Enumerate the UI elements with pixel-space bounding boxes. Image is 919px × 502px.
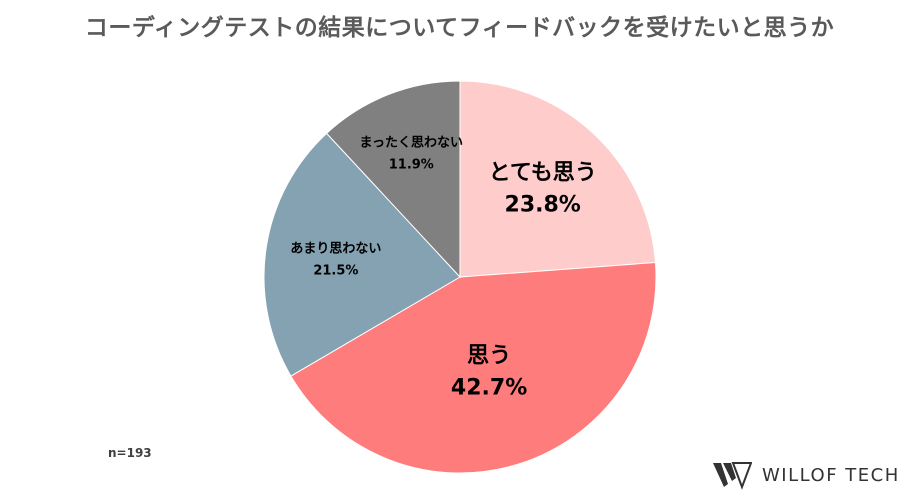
willof-logo-icon: [713, 462, 752, 490]
pie-slice: [263, 132, 461, 377]
slice-value-label: 11.9%: [389, 158, 434, 173]
slice-category-label: あまり思わない: [290, 241, 381, 256]
chart-title: コーディングテストの結果についてフィードバックを受けたいと思うか: [84, 15, 835, 41]
pie-slice: [325, 80, 461, 279]
logo-text: WILLOF TECH: [762, 464, 900, 486]
slice-value-label: 21.5%: [313, 263, 358, 278]
slice-category-label: 思う: [467, 343, 511, 368]
slice-value-label: 42.7%: [451, 375, 527, 400]
willof-tech-logo: WILLOF TECH: [712, 460, 900, 490]
pie-slice: [290, 261, 657, 474]
slice-value-label: 23.8%: [505, 193, 581, 218]
slice-category-label: とても思う: [489, 161, 597, 186]
sample-size-note: n=193: [108, 446, 152, 460]
pie-slice: [459, 80, 657, 278]
slice-category-label: まったく思わない: [360, 136, 463, 151]
